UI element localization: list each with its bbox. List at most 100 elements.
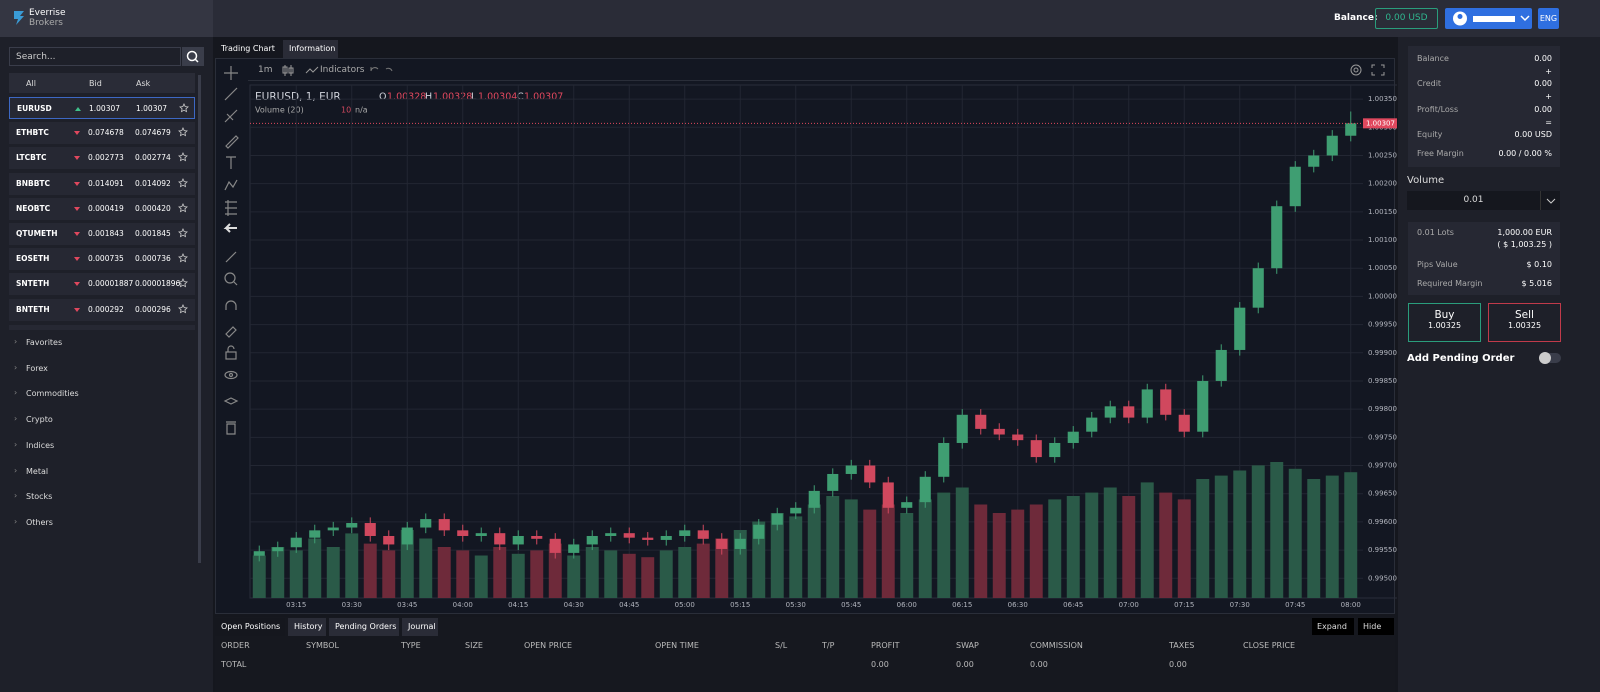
user-menu[interactable] xyxy=(1445,8,1532,29)
tab[interactable]: History xyxy=(288,618,326,636)
summary-label: Balance xyxy=(1417,54,1449,63)
favorite-star[interactable] xyxy=(179,103,189,113)
favorite-star[interactable] xyxy=(178,303,188,314)
y-tick-label: 1.00100 xyxy=(1368,236,1397,244)
favorite-star[interactable] xyxy=(178,127,188,137)
total-cell: 0.00 xyxy=(1169,660,1187,669)
search-input[interactable]: Search... xyxy=(9,47,181,66)
indicators-button[interactable]: Indicators xyxy=(320,65,365,75)
star xyxy=(178,253,188,263)
y-tick-label: 1.00150 xyxy=(1368,208,1397,216)
settings-icons[interactable] xyxy=(1348,62,1388,79)
price: 0.00001887 xyxy=(88,279,134,289)
x-tick-label: 04:45 xyxy=(619,601,639,609)
legend-volume-value: 10 xyxy=(341,106,351,115)
price: 0.074679 xyxy=(135,128,171,138)
volume-dropdown[interactable] xyxy=(1540,191,1560,210)
volume-bar xyxy=(530,550,544,598)
logo-text: Everrise xyxy=(29,8,66,18)
candle-body xyxy=(438,519,450,531)
volume-bar xyxy=(659,550,673,598)
watchlist-row[interactable]: ETHBTC 0.074678 0.074679 xyxy=(9,122,195,145)
favorite-star[interactable] xyxy=(178,228,188,238)
favorite-star[interactable] xyxy=(178,152,188,162)
tab[interactable]: Pending Orders xyxy=(329,618,399,636)
price: 0.014091 xyxy=(88,178,124,188)
summary-value: + xyxy=(1545,92,1552,102)
arrow xyxy=(74,206,80,211)
volume-bar xyxy=(1066,496,1080,598)
volume-bar xyxy=(271,547,285,598)
watchlist-row[interactable]: NEOBTC 0.000419 0.000420 xyxy=(9,197,195,220)
volume-bar xyxy=(1048,499,1062,598)
volume-bar xyxy=(548,543,562,598)
volume-bar xyxy=(1029,504,1043,598)
volume-bar xyxy=(363,543,377,598)
tab[interactable]: Open Positions xyxy=(215,618,285,636)
top-bar xyxy=(0,0,1600,37)
watchlist-row[interactable]: BNTETH 0.000292 0.000296 xyxy=(9,298,195,321)
watchlist-row[interactable]: EOSETH 0.000735 0.000736 xyxy=(9,248,195,271)
chevron: › xyxy=(14,439,18,449)
symbol: BNTETH xyxy=(16,304,50,314)
favorite-star[interactable] xyxy=(178,202,188,213)
hide-button[interactable]: Hide xyxy=(1358,618,1394,635)
down-arrow xyxy=(74,131,80,136)
buy-button[interactable]: Buy 1.00325 xyxy=(1408,303,1481,342)
watchlist-row[interactable]: EURUSD 1.00307 1.00307 xyxy=(9,97,195,119)
candle-body xyxy=(753,524,765,539)
tab[interactable]: Information xyxy=(283,40,338,58)
candle-body xyxy=(827,473,839,491)
favorite-star[interactable] xyxy=(178,253,188,263)
volume-input[interactable]: 0.01 xyxy=(1407,191,1540,210)
summary-value: 0.00 xyxy=(1534,104,1552,114)
y-tick-label: 0.99500 xyxy=(1368,574,1397,582)
tab[interactable]: Trading Chart xyxy=(215,40,280,58)
price: 0.002773 xyxy=(88,153,124,163)
summary-label: Credit xyxy=(1417,79,1442,89)
search-button[interactable] xyxy=(182,47,204,66)
volume-bar xyxy=(678,547,692,598)
group-row[interactable]: › Commodities xyxy=(9,386,195,402)
language-button[interactable]: ENG xyxy=(1538,8,1559,29)
volume-bar xyxy=(308,538,322,598)
watchlist-header xyxy=(9,73,195,93)
column-header: PROFIT xyxy=(871,641,900,650)
watchlist-row[interactable]: QTUMETH 0.001843 0.001845 xyxy=(9,223,195,245)
column-header: SWAP xyxy=(956,641,979,650)
favorite-star[interactable] xyxy=(178,278,188,288)
interval[interactable]: 1m xyxy=(258,65,273,75)
watchlist-row[interactable]: SNTETH 0.00001887 0.00001896 xyxy=(9,273,195,296)
sell-button[interactable]: Sell 1.00325 xyxy=(1488,303,1561,342)
column-header: SYMBOL xyxy=(306,641,339,650)
volume-bar xyxy=(400,530,414,598)
tab[interactable]: Journal xyxy=(402,618,438,636)
group-row[interactable]: › Stocks xyxy=(9,489,195,505)
symbol: ETHBTC xyxy=(16,128,49,138)
undo-redo[interactable] xyxy=(368,65,398,75)
drawing-tools[interactable] xyxy=(218,62,246,442)
balance-box[interactable]: 0.00 USD xyxy=(1375,8,1438,29)
favorite-star[interactable] xyxy=(178,177,188,188)
candle-body xyxy=(1234,307,1246,350)
group-row[interactable]: › Forex xyxy=(9,361,195,377)
price: 0.00001896 xyxy=(135,279,181,289)
sell-label: Sell xyxy=(1515,309,1534,321)
group-row[interactable]: › Indices xyxy=(9,438,195,454)
group-row[interactable]: › Favorites xyxy=(9,335,195,351)
watchlist-row[interactable]: BNBBTC 0.014091 0.014092 xyxy=(9,172,195,195)
group-row[interactable]: › Crypto xyxy=(9,412,195,428)
expand-button[interactable]: Expand xyxy=(1312,618,1354,635)
watchlist-row[interactable]: LTCBTC 0.002773 0.002774 xyxy=(9,147,195,170)
x-tick-label: 07:45 xyxy=(1285,601,1305,609)
price: 0.000292 xyxy=(88,304,124,314)
group-row[interactable]: › Metal xyxy=(9,464,195,480)
chevron: › xyxy=(14,465,18,475)
candle-body xyxy=(1086,417,1098,432)
candle-type-icon[interactable] xyxy=(281,64,295,77)
buy-price: 1.00325 xyxy=(1427,321,1462,330)
pending-toggle[interactable] xyxy=(1538,351,1562,365)
y-tick-label: 0.99750 xyxy=(1368,433,1397,441)
group-row[interactable]: › Others xyxy=(9,515,195,531)
